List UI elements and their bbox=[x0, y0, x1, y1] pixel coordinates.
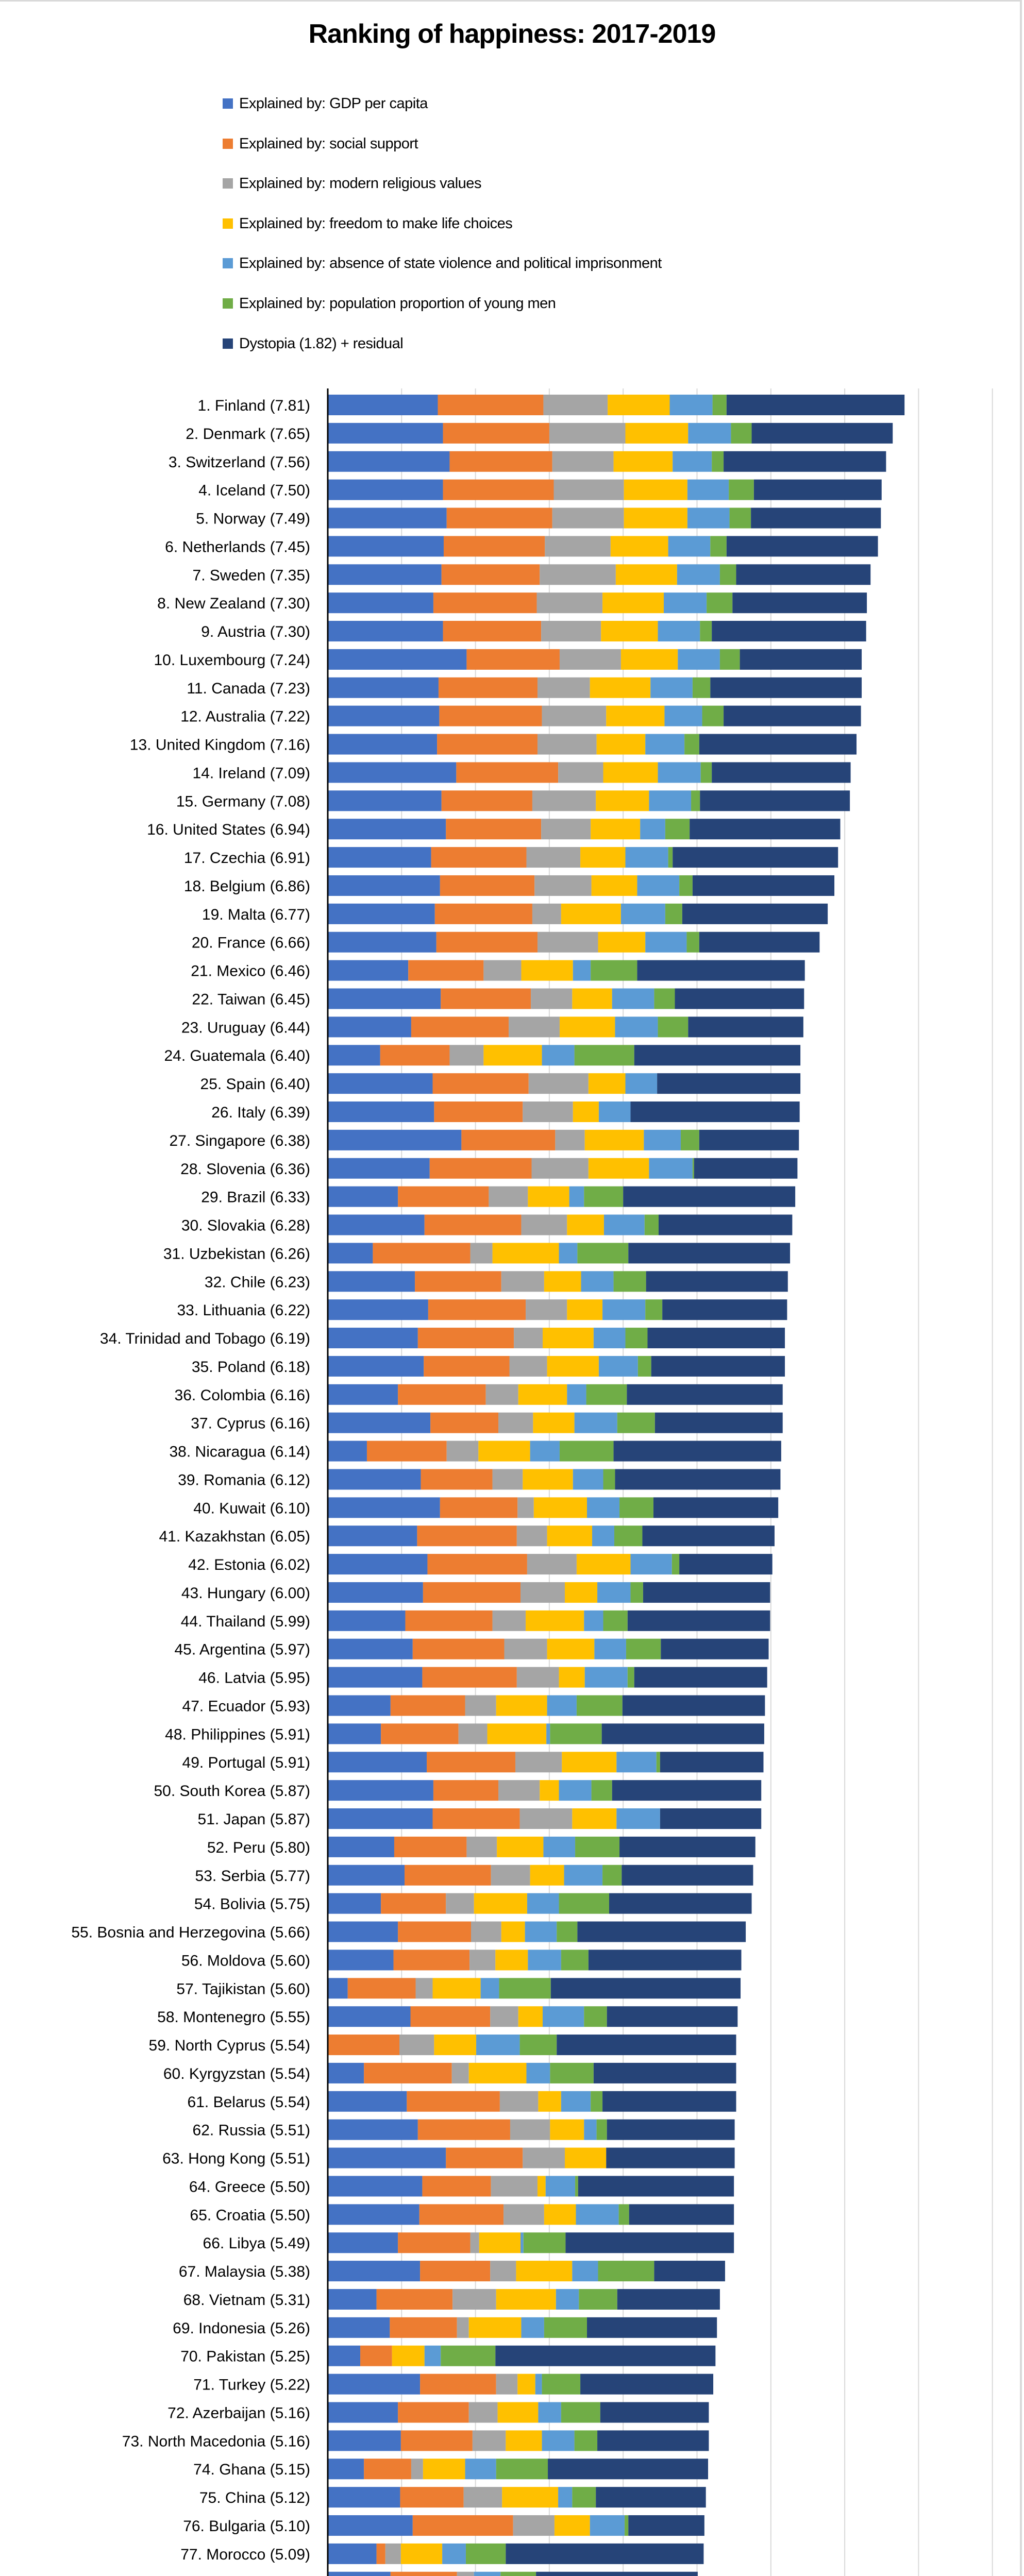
legend-swatch-icon bbox=[223, 218, 233, 229]
legend-label: Explained by: absence of state violence … bbox=[239, 255, 662, 272]
legend-label: Explained by: freedom to make life choic… bbox=[239, 215, 513, 232]
legend-label: Explained by: modern religious values bbox=[239, 175, 481, 192]
legend-label: Explained by: GDP per capita bbox=[239, 95, 428, 112]
legend-swatch-icon bbox=[223, 98, 233, 109]
legend-swatch-icon bbox=[223, 138, 233, 149]
legend-label: Dystopia (1.82) + residual bbox=[239, 335, 404, 352]
legend-swatch-icon bbox=[223, 338, 233, 349]
legend-swatch-icon bbox=[223, 258, 233, 269]
legend-label: Explained by: social support bbox=[239, 135, 418, 152]
legend-label: Explained by: population proportion of y… bbox=[239, 295, 556, 312]
legend-swatch-icon bbox=[223, 178, 233, 189]
legend-swatch-icon bbox=[223, 298, 233, 309]
chart-title: Ranking of happiness: 2017-2019 bbox=[308, 19, 716, 49]
